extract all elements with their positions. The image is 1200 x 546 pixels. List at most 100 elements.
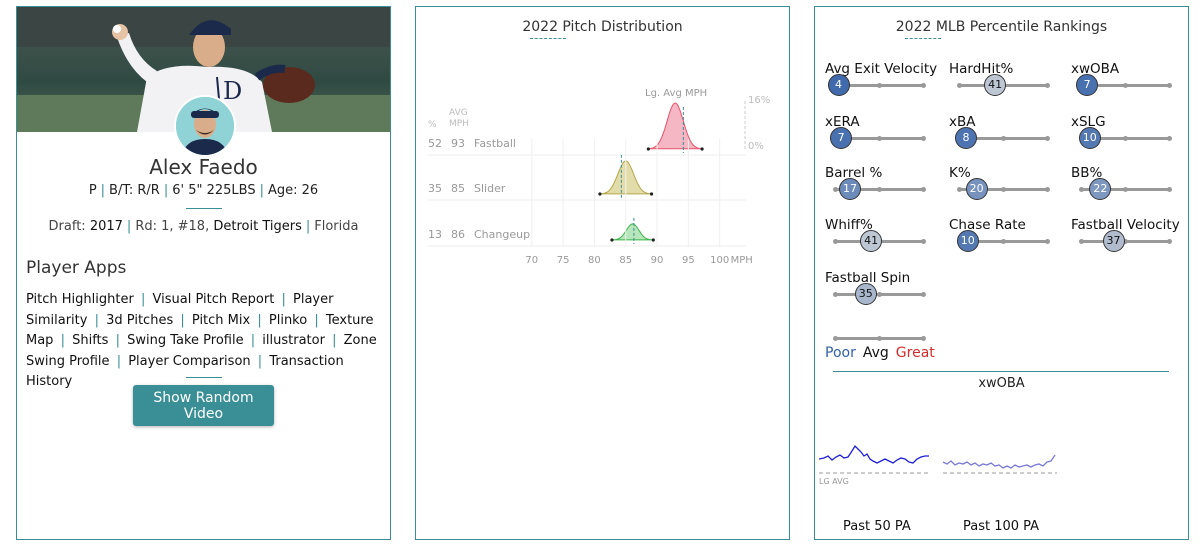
separator: |: [140, 292, 146, 307]
slider-dot: [877, 336, 882, 341]
legend-poor: Poor: [825, 345, 856, 361]
metric-label-barrel-: Barrel %: [825, 165, 883, 181]
app-link-transaction-history[interactable]: Transaction History: [26, 353, 344, 390]
app-link-shifts[interactable]: Shifts: [72, 333, 109, 348]
percentile-metric: Whiff% 41: [825, 217, 945, 267]
pitch-name: Fastball: [474, 137, 516, 150]
separator: |: [100, 183, 106, 198]
percentile-metric: xSLG 10: [1071, 114, 1188, 164]
player-apps-title: Player Apps: [26, 258, 127, 278]
separator: |: [259, 183, 264, 198]
title-underline: [905, 38, 941, 39]
slider-dot: [877, 136, 882, 141]
metric-label-k-: K%: [949, 165, 971, 181]
x-tick-label: 90: [651, 255, 664, 266]
separator: |: [126, 219, 132, 234]
show-random-video-button[interactable]: Show Random Video: [133, 385, 274, 426]
percentile-metric: Barrel % 17: [825, 165, 945, 215]
app-link-pitch-mix[interactable]: Pitch Mix: [191, 312, 251, 328]
pitch-velocity-curve: [612, 223, 654, 241]
percentile-value-fastball-velocity: 37: [1102, 230, 1125, 252]
col-pct-header: %: [428, 120, 437, 130]
slider-dot: [1123, 187, 1128, 192]
legend-slider: [825, 317, 945, 367]
player-age: Age: 26: [267, 183, 319, 198]
curve-endpoint: [598, 192, 602, 196]
separator: |: [116, 353, 122, 369]
metric-label-avg-exit-velocity: Avg Exit Velocity: [825, 61, 938, 77]
slider-dot: [833, 292, 838, 297]
title-underline: [530, 38, 566, 39]
separator: |: [332, 333, 337, 348]
pitch-avg-mph: 93: [451, 137, 465, 150]
slider-dot: [921, 292, 926, 297]
app-link-swing-take-profile[interactable]: Swing Take Profile: [127, 333, 244, 348]
pitch-distribution-title: 2022 Pitch Distribution: [522, 19, 683, 35]
pitch-pct: 52: [428, 137, 442, 150]
player-apps-list: Pitch Highlighter | Visual Pitch Report …: [26, 290, 386, 393]
metric-label-bb-: BB%: [1071, 165, 1103, 181]
app-link-player-similarity[interactable]: Player Similarity: [26, 292, 334, 328]
percentile-value-bb-: 22: [1089, 178, 1112, 200]
divider: [186, 377, 222, 378]
slider-dot: [1167, 239, 1172, 244]
app-link-texture-map[interactable]: Texture Map: [26, 312, 374, 349]
metric-label-xba: xBA: [949, 114, 976, 130]
percentile-value-k-: 20: [965, 178, 988, 200]
slider-dot: [833, 239, 838, 244]
pitch-distribution-panel: 2022 Pitch Distribution % AVG MPH Lg. Avg M…: [415, 6, 790, 540]
percentile-metric: Chase Rate 10: [949, 217, 1069, 267]
player-name: Alex Faedo: [149, 155, 258, 179]
draft-school: Florida: [314, 219, 359, 234]
app-link-visual-pitch-report[interactable]: Visual Pitch Report: [152, 292, 275, 307]
separator: |: [281, 292, 286, 307]
x-axis-unit: MPH: [731, 255, 753, 266]
percentile-metric: xERA 7: [825, 114, 945, 164]
xwoba-past-100-line: [942, 454, 1056, 469]
pitch-name: Slider: [474, 182, 506, 195]
section-divider: [833, 371, 1169, 372]
col-avg-header: AVG: [449, 108, 468, 118]
pitch-avg-mph: 85: [451, 182, 465, 195]
percentile-value-xba: 8: [955, 127, 978, 149]
app-link-pitch-highlighter[interactable]: Pitch Highlighter: [26, 292, 134, 307]
app-link-player-comparison[interactable]: Player Comparison: [128, 353, 251, 369]
player-action-photo: D: [17, 7, 390, 132]
slider-dot: [1123, 83, 1128, 88]
app-link-zone-swing-profile[interactable]: Zone Swing Profile: [26, 333, 377, 369]
x-tick-label: 80: [588, 255, 601, 266]
percentile-metric: Fastball Spin 35: [825, 270, 945, 320]
xwoba-chart-title: xwOBA: [978, 376, 1025, 391]
percentile-metric: Avg Exit Velocity 4: [825, 61, 945, 111]
app-link-3d-pitches[interactable]: 3d Pitches: [106, 312, 174, 328]
divider: [186, 208, 222, 209]
slider-dot: [1123, 136, 1128, 141]
percentile-metric: HardHit% 41: [949, 61, 1069, 111]
col-mph-header: MPH: [449, 119, 469, 129]
player-avatar: [174, 95, 236, 157]
percentile-value-hardhit-: 41: [984, 74, 1007, 96]
slider-dot: [833, 336, 838, 341]
curve-endpoint: [646, 147, 650, 151]
slider-dot: [877, 187, 882, 192]
slider-dot: [1079, 239, 1084, 244]
draft-label: Draft:: [48, 219, 86, 234]
percentile-metric: Fastball Velocity 37: [1071, 217, 1188, 267]
percentile-value-whiff-: 41: [860, 230, 883, 252]
percentile-value-fastball-spin: 35: [854, 283, 877, 305]
pitch-pct: 35: [428, 182, 442, 195]
app-link-plinko[interactable]: Plinko: [268, 312, 308, 328]
slider-dot: [1167, 136, 1172, 141]
slider-dot: [833, 187, 838, 192]
percentile-title: 2022 MLB Percentile Rankings: [895, 19, 1108, 35]
slider-dot: [1001, 136, 1006, 141]
x-tick-label: 100: [710, 255, 729, 266]
app-link-illustrator[interactable]: illustrator: [262, 333, 325, 348]
x-tick-label: 85: [619, 255, 632, 266]
draft-team: Detroit Tigers: [213, 219, 302, 234]
slider-dot: [957, 83, 962, 88]
pitch-name: Changeup: [474, 228, 530, 241]
draft-year: 2017: [89, 219, 123, 234]
curve-endpoint: [649, 192, 654, 196]
